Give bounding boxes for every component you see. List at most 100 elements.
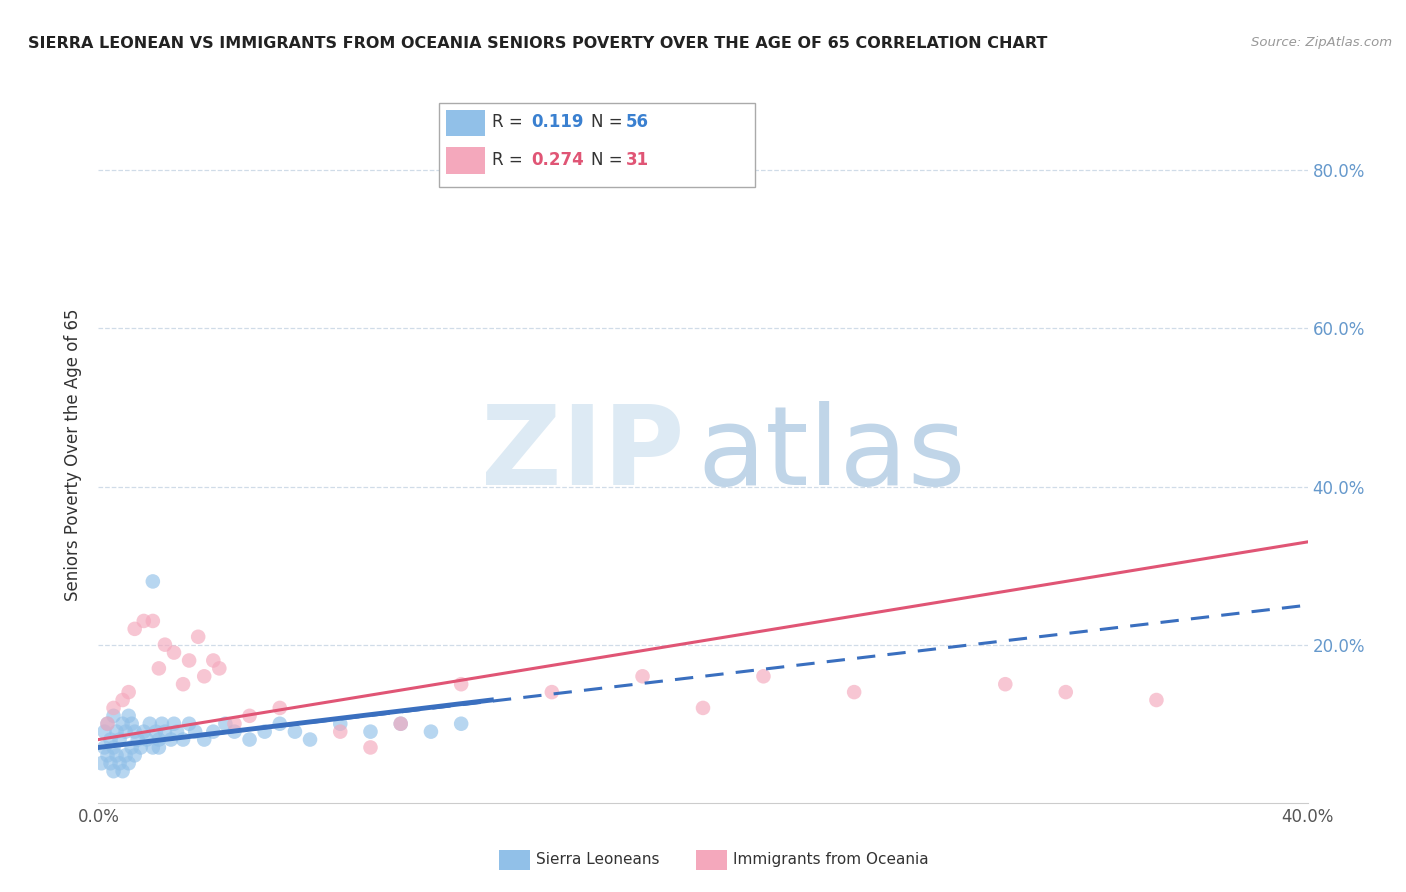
Point [100,756,122,771]
Point [105,748,128,763]
Point [124,622,146,636]
Point [420,724,443,739]
Point [844,685,866,699]
Point [1144,693,1167,707]
Text: N =: N = [591,151,627,169]
Point [994,677,1017,691]
Point [96,748,118,763]
Point [450,716,472,731]
Point [253,724,276,739]
Point [360,724,382,739]
Point [389,716,412,731]
Point [96,716,118,731]
Point [389,716,412,731]
Point [142,574,165,589]
Point [329,724,352,739]
Point [129,740,152,755]
Point [172,677,194,691]
Point [329,716,352,731]
Point [118,685,141,699]
Point [193,669,215,683]
Point [103,740,125,755]
Point [224,716,246,731]
Point [114,724,136,739]
Y-axis label: Seniors Poverty Over the Age of 65: Seniors Poverty Over the Age of 65 [65,309,83,601]
Point [148,661,170,675]
Point [111,764,134,779]
Point [160,732,183,747]
Point [202,653,225,667]
Point [150,716,173,731]
Point [148,740,170,755]
Point [118,756,141,771]
Point [96,716,118,731]
Point [184,724,207,739]
Point [139,716,162,731]
Point [239,708,262,723]
Point [193,732,215,747]
Text: R =: R = [492,113,529,131]
Point [631,669,654,683]
Point [103,701,125,715]
Point [124,724,146,739]
Point [127,732,149,747]
Point [163,716,186,731]
Point [239,732,262,747]
Text: ZIP: ZIP [481,401,685,508]
Point [93,724,115,739]
Text: 31: 31 [626,151,648,169]
Point [214,716,236,731]
Text: atlas: atlas [697,401,966,508]
Point [121,740,143,755]
Point [153,724,176,739]
Text: Source: ZipAtlas.com: Source: ZipAtlas.com [1251,36,1392,49]
Point [166,724,188,739]
Point [208,661,231,675]
Point [132,614,155,628]
Point [93,740,115,755]
Point [202,724,225,739]
Text: SIERRA LEONEAN VS IMMIGRANTS FROM OCEANIA SENIORS POVERTY OVER THE AGE OF 65 COR: SIERRA LEONEAN VS IMMIGRANTS FROM OCEANI… [28,36,1047,51]
Text: 56: 56 [626,113,648,131]
Text: 0.274: 0.274 [531,151,585,169]
Point [111,716,134,731]
Point [103,764,125,779]
Point [118,708,141,723]
Point [179,653,201,667]
Point [1054,685,1077,699]
Point [132,724,155,739]
Point [90,756,112,771]
Point [148,732,170,747]
Point [224,724,246,739]
Text: Sierra Leoneans: Sierra Leoneans [536,853,659,867]
Text: R =: R = [492,151,529,169]
Point [142,614,165,628]
Point [692,701,714,715]
Text: N =: N = [591,113,627,131]
Point [269,701,291,715]
Point [105,724,128,739]
Point [124,748,146,763]
Text: 0.119: 0.119 [531,113,583,131]
Point [179,716,201,731]
Point [540,685,562,699]
Point [360,740,382,755]
Point [153,638,176,652]
Point [142,740,165,755]
Point [103,708,125,723]
Point [114,748,136,763]
Text: Immigrants from Oceania: Immigrants from Oceania [733,853,928,867]
Point [752,669,775,683]
Point [284,724,307,739]
Point [299,732,322,747]
Point [163,646,186,660]
Point [108,756,131,771]
Point [135,732,157,747]
Point [100,732,122,747]
Point [269,716,291,731]
Point [450,677,472,691]
Point [108,732,131,747]
Point [172,732,194,747]
Point [121,716,143,731]
Point [111,693,134,707]
